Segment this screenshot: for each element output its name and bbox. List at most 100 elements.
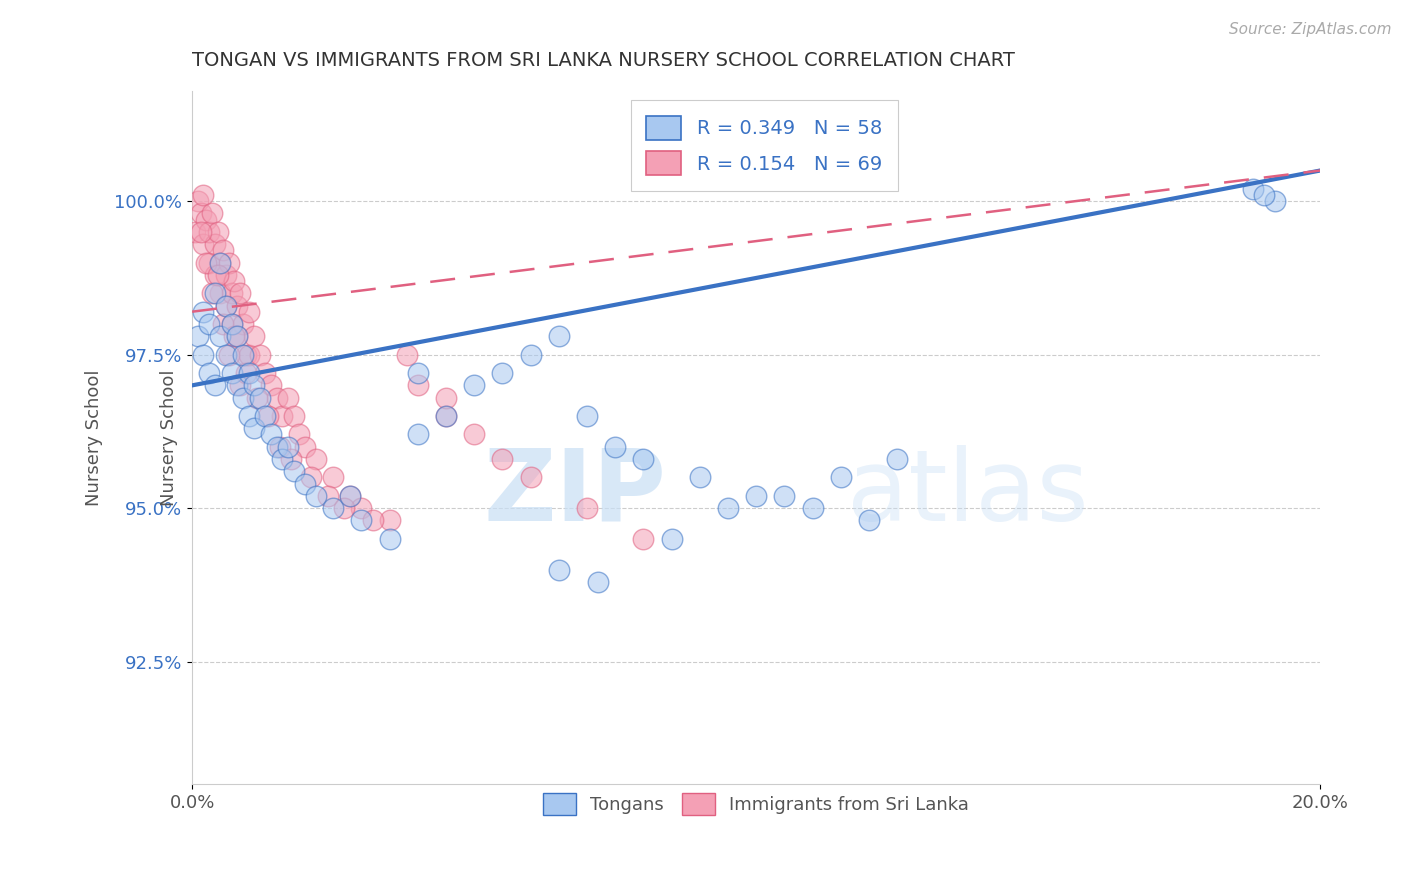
Point — [254, 366, 277, 380]
Point — [491, 452, 513, 467]
Point — [243, 378, 266, 392]
Point — [547, 563, 569, 577]
Point — [204, 268, 226, 282]
Point — [232, 317, 254, 331]
Point — [588, 574, 610, 589]
Y-axis label: Nursery School: Nursery School — [86, 369, 103, 506]
Point — [187, 329, 209, 343]
Point — [266, 391, 288, 405]
Point — [271, 452, 294, 467]
Point — [226, 299, 249, 313]
Point — [260, 378, 283, 392]
Point — [238, 409, 260, 423]
Point — [339, 489, 361, 503]
Point — [576, 501, 599, 516]
Point — [316, 489, 339, 503]
Text: ZIP: ZIP — [484, 444, 666, 541]
Point — [801, 501, 824, 516]
Text: TONGAN VS IMMIGRANTS FROM SRI LANKA NURSERY SCHOOL CORRELATION CHART: TONGAN VS IMMIGRANTS FROM SRI LANKA NURS… — [193, 51, 1015, 70]
Point — [463, 378, 485, 392]
Point — [277, 440, 299, 454]
Point — [201, 286, 224, 301]
Point — [1253, 188, 1275, 202]
Point — [195, 212, 218, 227]
Point — [229, 286, 252, 301]
Point — [280, 452, 302, 467]
Point — [519, 348, 541, 362]
Legend: Tongans, Immigrants from Sri Lanka: Tongans, Immigrants from Sri Lanka — [534, 784, 979, 824]
Point — [395, 348, 418, 362]
Point — [886, 452, 908, 467]
Point — [322, 501, 344, 516]
Point — [193, 348, 215, 362]
Point — [333, 501, 356, 516]
Point — [238, 366, 260, 380]
Point — [288, 427, 311, 442]
Y-axis label: Nursery School: Nursery School — [160, 369, 179, 506]
Point — [661, 532, 683, 546]
Point — [249, 348, 271, 362]
Point — [605, 440, 627, 454]
Point — [218, 348, 240, 362]
Point — [283, 464, 305, 478]
Point — [198, 255, 221, 269]
Point — [221, 317, 243, 331]
Point — [633, 452, 655, 467]
Point — [294, 440, 316, 454]
Point — [215, 348, 238, 362]
Point — [238, 348, 260, 362]
Point — [221, 286, 243, 301]
Point — [243, 421, 266, 435]
Point — [204, 237, 226, 252]
Text: Source: ZipAtlas.com: Source: ZipAtlas.com — [1229, 22, 1392, 37]
Point — [195, 255, 218, 269]
Point — [207, 225, 229, 239]
Point — [406, 427, 429, 442]
Point — [350, 513, 373, 527]
Point — [207, 268, 229, 282]
Point — [305, 452, 328, 467]
Point — [215, 299, 238, 313]
Point — [209, 255, 232, 269]
Point — [249, 391, 271, 405]
Point — [406, 366, 429, 380]
Point — [773, 489, 796, 503]
Text: atlas: atlas — [846, 444, 1088, 541]
Point — [218, 255, 240, 269]
Point — [519, 470, 541, 484]
Point — [294, 476, 316, 491]
Point — [434, 391, 457, 405]
Point — [204, 286, 226, 301]
Point — [221, 366, 243, 380]
Point — [243, 329, 266, 343]
Point — [547, 329, 569, 343]
Point — [198, 366, 221, 380]
Point — [254, 409, 277, 423]
Point — [235, 366, 257, 380]
Point — [209, 329, 232, 343]
Point — [204, 378, 226, 392]
Point — [246, 391, 269, 405]
Point — [224, 329, 246, 343]
Point — [305, 489, 328, 503]
Point — [633, 532, 655, 546]
Point — [215, 268, 238, 282]
Point — [224, 274, 246, 288]
Point — [201, 206, 224, 220]
Point — [257, 409, 280, 423]
Point — [830, 470, 852, 484]
Point — [491, 366, 513, 380]
Point — [576, 409, 599, 423]
Point — [378, 532, 401, 546]
Point — [322, 470, 344, 484]
Point — [221, 317, 243, 331]
Point — [226, 329, 249, 343]
Point — [406, 378, 429, 392]
Point — [212, 244, 235, 258]
Point — [283, 409, 305, 423]
Point — [260, 427, 283, 442]
Point — [238, 304, 260, 318]
Point — [463, 427, 485, 442]
Point — [190, 225, 212, 239]
Point — [226, 378, 249, 392]
